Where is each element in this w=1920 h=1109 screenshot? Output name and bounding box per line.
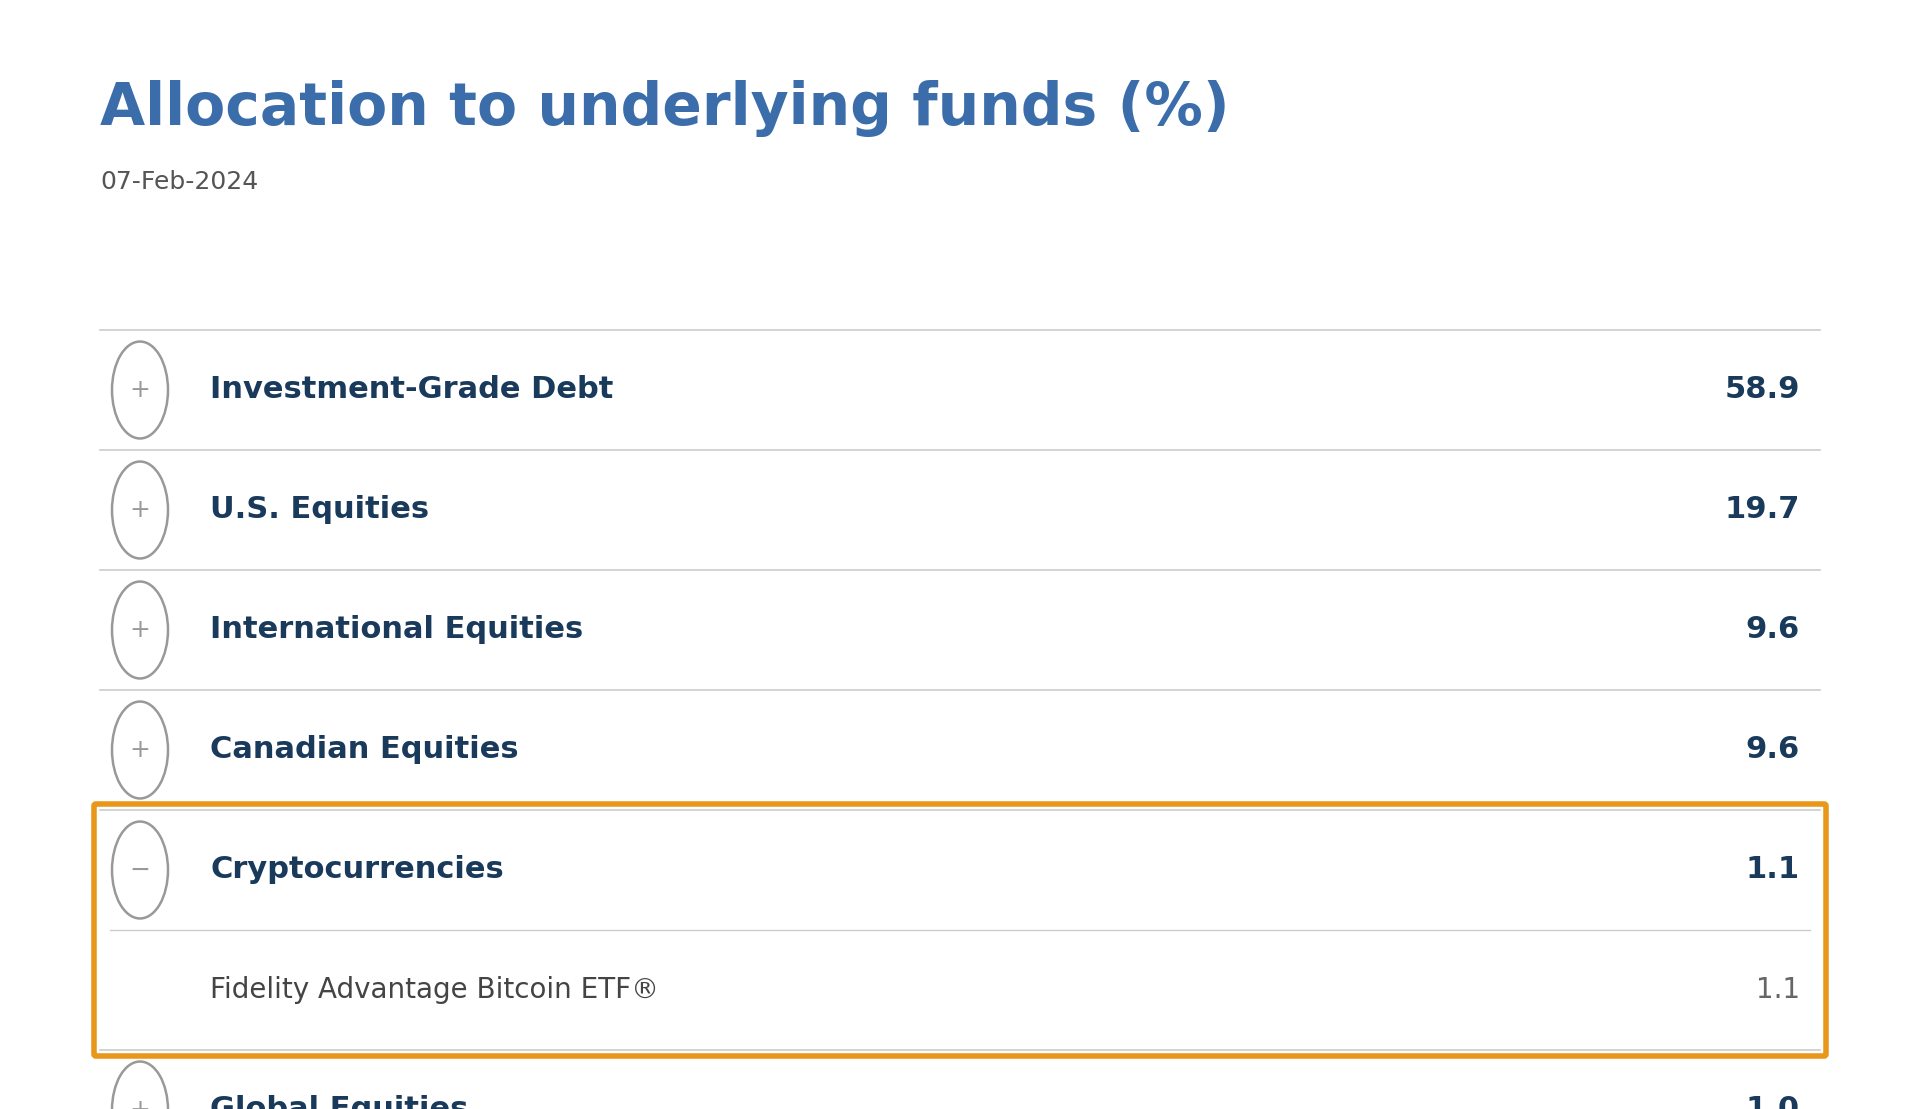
Text: 07-Feb-2024: 07-Feb-2024 xyxy=(100,170,259,194)
Text: Global Equities: Global Equities xyxy=(209,1096,468,1109)
Text: 1.0: 1.0 xyxy=(1745,1096,1801,1109)
Text: +: + xyxy=(129,737,150,762)
Text: Fidelity Advantage Bitcoin ETF®: Fidelity Advantage Bitcoin ETF® xyxy=(209,976,659,1004)
Text: Canadian Equities: Canadian Equities xyxy=(209,735,518,764)
Text: Cryptocurrencies: Cryptocurrencies xyxy=(209,855,503,885)
Text: −: − xyxy=(129,858,150,882)
Text: 1.1: 1.1 xyxy=(1745,855,1801,885)
Text: Investment-Grade Debt: Investment-Grade Debt xyxy=(209,376,612,405)
Text: 9.6: 9.6 xyxy=(1745,615,1801,644)
Text: +: + xyxy=(129,1098,150,1109)
Text: +: + xyxy=(129,498,150,522)
Text: 19.7: 19.7 xyxy=(1724,496,1801,525)
Text: International Equities: International Equities xyxy=(209,615,584,644)
Text: 1.1: 1.1 xyxy=(1757,976,1801,1004)
Text: U.S. Equities: U.S. Equities xyxy=(209,496,430,525)
Text: 9.6: 9.6 xyxy=(1745,735,1801,764)
Text: 58.9: 58.9 xyxy=(1724,376,1801,405)
FancyBboxPatch shape xyxy=(94,804,1826,1056)
Text: +: + xyxy=(129,378,150,401)
Text: +: + xyxy=(129,618,150,642)
Text: Allocation to underlying funds (%): Allocation to underlying funds (%) xyxy=(100,80,1229,138)
